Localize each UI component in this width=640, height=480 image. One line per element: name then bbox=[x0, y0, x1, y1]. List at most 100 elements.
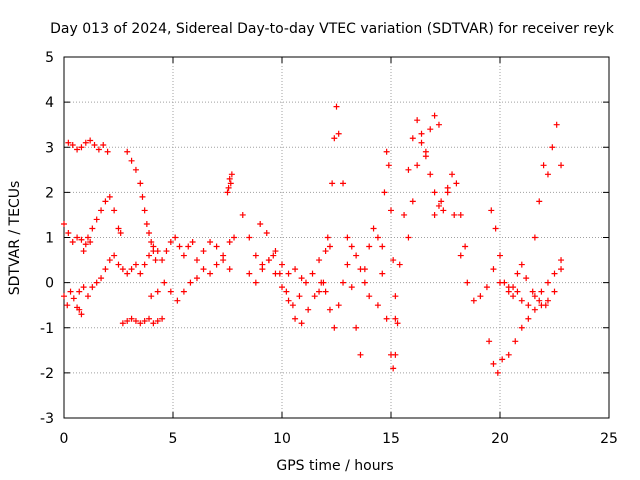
data-point bbox=[531, 234, 538, 241]
data-point bbox=[344, 261, 351, 268]
data-point bbox=[431, 189, 438, 196]
data-point bbox=[483, 284, 490, 291]
data-point bbox=[320, 279, 327, 286]
data-point bbox=[374, 234, 381, 241]
data-point bbox=[91, 141, 98, 148]
data-point bbox=[146, 315, 153, 322]
data-point bbox=[348, 243, 355, 250]
x-axis-label: GPS time / hours bbox=[276, 458, 393, 474]
data-point bbox=[228, 171, 235, 178]
data-point bbox=[98, 207, 105, 214]
data-point bbox=[67, 288, 74, 295]
data-point bbox=[106, 257, 113, 264]
data-point bbox=[309, 270, 316, 277]
data-point bbox=[510, 293, 517, 300]
data-point bbox=[285, 297, 292, 304]
data-point bbox=[93, 279, 100, 286]
data-point bbox=[396, 261, 403, 268]
data-point bbox=[185, 243, 192, 250]
data-point bbox=[65, 139, 72, 146]
data-point bbox=[174, 297, 181, 304]
data-point bbox=[111, 207, 118, 214]
axis-ticks bbox=[63, 56, 610, 419]
data-point bbox=[401, 211, 408, 218]
data-point bbox=[379, 243, 386, 250]
data-point bbox=[333, 103, 340, 110]
data-point bbox=[316, 257, 323, 264]
data-point bbox=[457, 211, 464, 218]
data-point bbox=[292, 266, 299, 273]
data-point bbox=[453, 180, 460, 187]
y-tick-label: 2 bbox=[45, 185, 54, 201]
y-tick-labels: -3 -2 -1 0 1 2 3 4 5 bbox=[40, 50, 54, 427]
data-point bbox=[405, 166, 412, 173]
data-point bbox=[531, 306, 538, 313]
series-arc-8 bbox=[137, 234, 196, 277]
data-point bbox=[82, 241, 89, 248]
data-point bbox=[87, 239, 94, 246]
data-point bbox=[154, 317, 161, 324]
data-point bbox=[69, 141, 76, 148]
data-point bbox=[494, 369, 501, 376]
data-point bbox=[224, 189, 231, 196]
data-point bbox=[143, 220, 150, 227]
data-point bbox=[84, 234, 91, 241]
data-point bbox=[553, 121, 560, 128]
data-point bbox=[322, 288, 329, 295]
data-point bbox=[226, 175, 233, 182]
data-point bbox=[490, 266, 497, 273]
data-point bbox=[488, 207, 495, 214]
series-arc-23 bbox=[486, 266, 565, 376]
data-point bbox=[106, 193, 113, 200]
data-point bbox=[501, 279, 508, 286]
data-point bbox=[246, 234, 253, 241]
data-point bbox=[477, 293, 484, 300]
data-point bbox=[279, 261, 285, 268]
series-arc-4 bbox=[80, 193, 124, 255]
data-point bbox=[435, 202, 442, 209]
data-point bbox=[146, 252, 153, 259]
data-point bbox=[361, 279, 368, 286]
data-point bbox=[538, 302, 545, 309]
data-point bbox=[93, 216, 100, 223]
data-point bbox=[252, 279, 259, 286]
data-point bbox=[486, 338, 493, 345]
data-point bbox=[558, 162, 565, 169]
data-point bbox=[139, 193, 146, 200]
x-tick-label: 25 bbox=[600, 431, 618, 447]
data-point bbox=[263, 229, 270, 236]
data-point bbox=[311, 293, 318, 300]
data-point bbox=[296, 293, 303, 300]
data-point bbox=[348, 284, 355, 291]
data-point bbox=[525, 315, 532, 322]
data-point bbox=[379, 270, 386, 277]
data-point bbox=[324, 234, 331, 241]
data-point bbox=[518, 261, 525, 268]
x-tick-label: 5 bbox=[169, 431, 178, 447]
data-point bbox=[84, 293, 91, 300]
x-tick-labels: 0 5 10 15 20 25 bbox=[60, 431, 618, 447]
data-point bbox=[544, 171, 551, 178]
data-point bbox=[335, 302, 342, 309]
data-point bbox=[137, 180, 144, 187]
data-point bbox=[340, 279, 347, 286]
data-point bbox=[124, 270, 131, 277]
data-point bbox=[549, 144, 556, 151]
data-point bbox=[329, 180, 336, 187]
data-point bbox=[207, 270, 214, 277]
data-point bbox=[405, 234, 412, 241]
data-point bbox=[551, 270, 558, 277]
series-arc-16 bbox=[322, 243, 373, 331]
data-point bbox=[451, 211, 458, 218]
data-point bbox=[76, 288, 83, 295]
data-point bbox=[409, 135, 416, 142]
series-arc-7 bbox=[124, 148, 159, 264]
data-point bbox=[392, 293, 399, 300]
data-point bbox=[531, 293, 538, 300]
data-point bbox=[159, 257, 166, 264]
series-arc-24 bbox=[505, 257, 565, 309]
data-point bbox=[76, 306, 83, 313]
y-axis-label: SDTVAR / TECUs bbox=[7, 181, 23, 296]
x-tick-label: 20 bbox=[491, 431, 509, 447]
data-point bbox=[285, 270, 292, 277]
